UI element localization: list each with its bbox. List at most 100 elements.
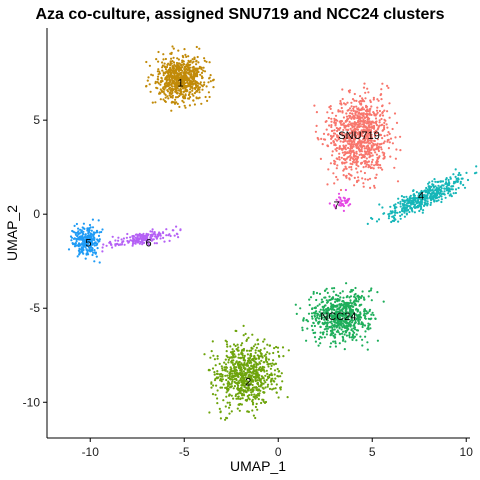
data-point	[418, 209, 421, 213]
data-point	[167, 62, 170, 65]
data-point	[355, 152, 358, 155]
cluster-label-4: 4	[418, 190, 424, 202]
data-point	[330, 322, 333, 325]
data-point	[425, 186, 428, 190]
data-point	[145, 60, 148, 64]
data-point	[359, 132, 362, 135]
data-point	[362, 129, 365, 132]
data-point	[248, 371, 251, 374]
data-point	[88, 247, 91, 250]
data-point	[372, 96, 375, 99]
data-point	[376, 339, 379, 342]
data-point	[131, 239, 134, 242]
data-point	[457, 178, 460, 181]
cluster-points-1	[145, 45, 215, 112]
data-point	[338, 152, 341, 155]
data-point	[239, 378, 242, 381]
data-point	[372, 167, 375, 170]
data-point	[211, 79, 214, 82]
data-point	[76, 255, 79, 258]
data-point	[252, 369, 255, 372]
data-point	[378, 121, 381, 124]
data-point	[444, 182, 447, 185]
data-point	[191, 69, 194, 72]
data-point	[350, 168, 353, 171]
data-point	[161, 64, 164, 67]
data-point	[449, 193, 452, 196]
data-point	[388, 116, 391, 119]
data-point	[227, 387, 230, 390]
data-point	[175, 61, 179, 65]
data-point	[431, 188, 434, 191]
data-point	[383, 109, 386, 112]
data-point	[276, 374, 279, 378]
data-point	[145, 240, 148, 243]
data-point	[79, 228, 82, 231]
data-point	[421, 211, 424, 214]
data-point	[255, 373, 258, 376]
data-point	[141, 237, 144, 240]
data-point	[234, 362, 237, 365]
data-point	[357, 179, 360, 182]
data-point	[335, 134, 339, 137]
data-point	[328, 314, 331, 317]
data-point	[350, 117, 353, 120]
data-point	[111, 235, 114, 238]
data-point	[332, 172, 335, 175]
data-point	[340, 314, 343, 317]
data-point	[174, 98, 177, 101]
data-point	[437, 187, 441, 190]
data-point	[344, 307, 347, 310]
data-point	[452, 182, 455, 185]
data-point	[171, 96, 174, 99]
data-point	[380, 124, 383, 127]
data-point	[338, 200, 341, 203]
data-point	[355, 180, 359, 184]
data-point	[273, 347, 276, 350]
data-point	[181, 99, 184, 102]
data-point	[373, 134, 376, 137]
data-point	[362, 154, 365, 157]
data-point	[228, 412, 231, 415]
data-point	[332, 290, 335, 293]
data-point	[339, 140, 342, 143]
data-point	[282, 355, 285, 358]
data-point	[367, 160, 370, 163]
data-point	[235, 366, 238, 369]
data-point	[275, 391, 278, 394]
data-point	[394, 157, 397, 160]
data-point	[187, 68, 190, 71]
data-point	[397, 197, 400, 200]
data-point	[246, 359, 250, 362]
data-point	[125, 236, 128, 239]
data-point	[275, 383, 278, 386]
data-point	[88, 227, 91, 230]
y-tick-label: 5	[33, 113, 40, 127]
data-point	[432, 195, 435, 198]
data-point	[225, 350, 228, 353]
data-point	[381, 137, 384, 140]
data-point	[351, 126, 354, 129]
data-point	[344, 133, 347, 136]
data-point	[168, 239, 171, 242]
data-point	[337, 331, 340, 334]
data-point	[351, 98, 355, 101]
data-point	[364, 330, 367, 333]
data-point	[342, 324, 346, 327]
data-point	[333, 328, 336, 331]
data-point	[178, 73, 181, 76]
data-point	[381, 168, 384, 171]
data-point	[435, 189, 439, 192]
data-point	[226, 374, 229, 377]
data-point	[343, 162, 346, 165]
data-point	[248, 366, 251, 369]
data-point	[165, 70, 168, 73]
data-point	[182, 62, 185, 66]
data-point	[260, 359, 263, 362]
cluster-points-snu719	[313, 82, 402, 192]
data-point	[356, 142, 359, 145]
data-point	[81, 236, 85, 239]
data-point	[330, 297, 334, 300]
data-point	[339, 99, 342, 103]
data-point	[84, 233, 87, 236]
